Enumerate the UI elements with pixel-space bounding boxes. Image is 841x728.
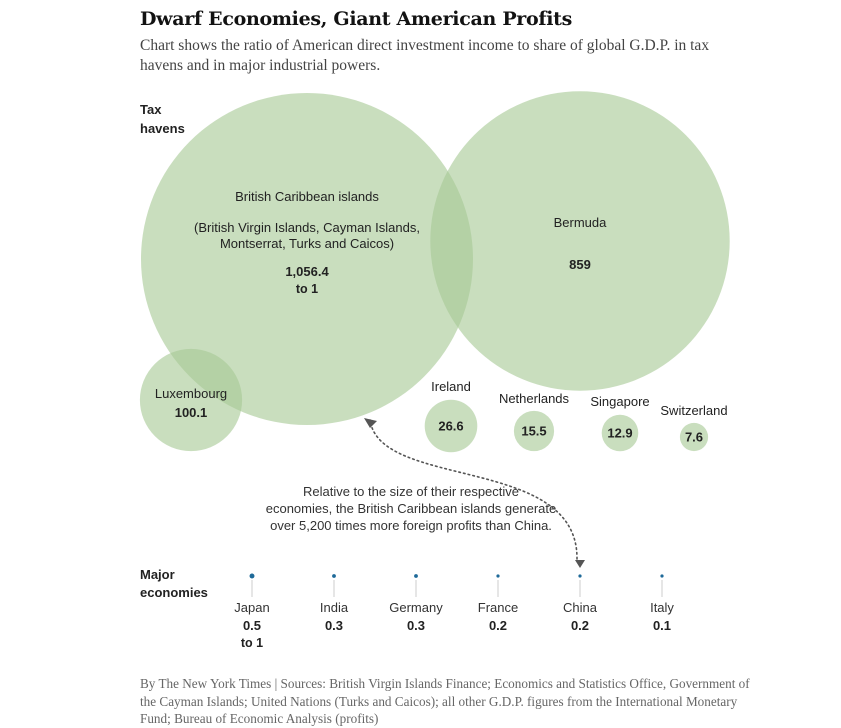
dot-label-japan: Japan xyxy=(234,600,269,615)
dot-china xyxy=(578,574,582,578)
dot-france xyxy=(496,574,500,578)
bubble-british-caribbean-islands xyxy=(141,93,473,425)
bubble-label-british-caribbean-islands: British Caribbean islands xyxy=(235,189,379,204)
bubble-label-ireland: Ireland xyxy=(431,379,471,394)
dot-label-italy: Italy xyxy=(650,600,674,615)
bubble-value-ireland: 26.6 xyxy=(438,419,463,434)
bubble-label-luxembourg: Luxembourg xyxy=(155,386,227,401)
annotation-connector xyxy=(369,419,578,560)
bubble-label-singapore: Singapore xyxy=(590,394,649,409)
dot-ratio-suffix: to 1 xyxy=(241,636,263,650)
bubble-detail-line: Montserrat, Turks and Caicos) xyxy=(220,236,394,251)
chart-title: Dwarf Economies, Giant American Profits xyxy=(140,8,573,30)
tax-havens-label-line: havens xyxy=(140,121,185,136)
dot-value-france: 0.2 xyxy=(489,618,507,633)
major-economies-label-line: economies xyxy=(140,585,208,600)
bubble-value-bermuda: 859 xyxy=(569,257,591,272)
bubble-detail-line: (British Virgin Islands, Cayman Islands, xyxy=(194,220,420,235)
tax-havens-label-line: Tax xyxy=(140,102,162,117)
annotation-arrowhead-top xyxy=(364,418,377,428)
dot-value-japan: 0.5 xyxy=(243,618,261,633)
bubble-label-netherlands: Netherlands xyxy=(499,391,570,406)
dot-italy xyxy=(660,574,664,578)
bubble-value-netherlands: 15.5 xyxy=(521,424,546,439)
dot-japan xyxy=(249,573,255,579)
dot-value-india: 0.3 xyxy=(325,618,343,633)
annotation-line: Relative to the size of their respective xyxy=(303,484,519,499)
annotation-arrowhead-bottom xyxy=(575,560,585,568)
bubble-value-luxembourg: 100.1 xyxy=(175,405,208,420)
dot-label-france: France xyxy=(478,600,518,615)
dot-label-india: India xyxy=(320,600,349,615)
major-economies-label-line: Major xyxy=(140,567,175,582)
bubble-ratio-suffix: to 1 xyxy=(296,282,318,296)
annotation-line: economies, the British Caribbean islands… xyxy=(266,501,557,516)
bubble-netherlands xyxy=(513,410,555,452)
dot-value-italy: 0.1 xyxy=(653,618,671,633)
bubble-value-switzerland: 7.6 xyxy=(685,430,703,445)
bubble-label-switzerland: Switzerland xyxy=(660,403,727,418)
bubble-value-british-caribbean-islands: 1,056.4 xyxy=(285,264,329,279)
bubble-ireland xyxy=(424,399,478,453)
dot-label-china: China xyxy=(563,600,598,615)
dot-label-germany: Germany xyxy=(389,600,443,615)
bubble-switzerland xyxy=(679,422,709,452)
bubble-label-bermuda: Bermuda xyxy=(554,215,608,230)
bubble-value-singapore: 12.9 xyxy=(607,426,632,441)
dot-value-china: 0.2 xyxy=(571,618,589,633)
annotation-line: over 5,200 times more foreign profits th… xyxy=(270,518,552,533)
dot-india xyxy=(332,574,336,578)
chart-subtitle: Chart shows the ratio of American direct… xyxy=(140,37,710,74)
dot-germany xyxy=(414,574,418,578)
bubble-singapore xyxy=(601,414,639,452)
chart-source-note: By The New York Times | Sources: British… xyxy=(140,676,750,727)
bubble-bermuda xyxy=(430,91,730,391)
dot-value-germany: 0.3 xyxy=(407,618,425,633)
bubble-luxembourg xyxy=(139,348,243,452)
